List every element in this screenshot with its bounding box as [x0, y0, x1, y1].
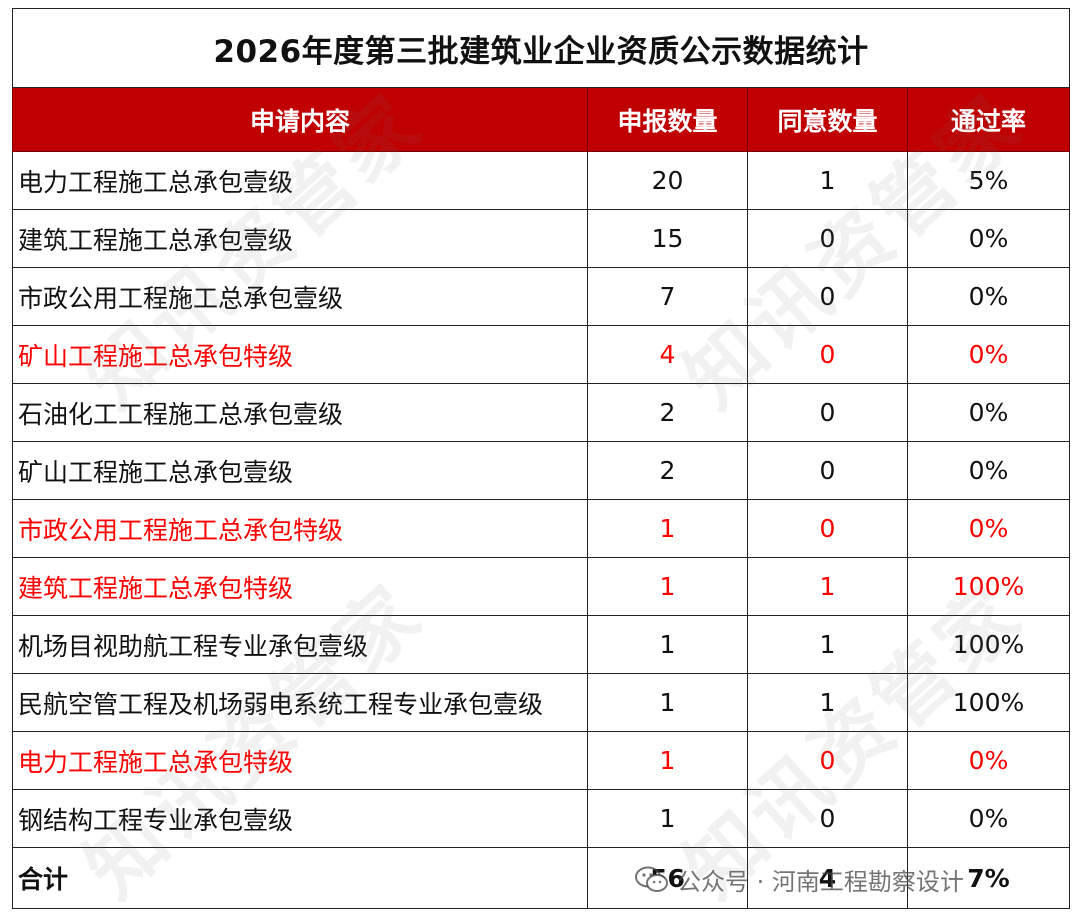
total-label: 合计: [12, 847, 588, 909]
row-name-cell: 石油化工工程施工总承包壹级: [12, 383, 588, 442]
header-application-content: 申请内容: [12, 87, 588, 152]
row-declared-cell: 15: [587, 209, 748, 268]
table-row: 机场目视助航工程专业承包壹级 1 1 100%: [12, 615, 1071, 674]
row-rate-cell: 0%: [906, 325, 1071, 384]
total-approved: 4: [747, 847, 908, 909]
row-rate-cell: 100%: [906, 557, 1071, 616]
row-approved-cell: 0: [747, 325, 908, 384]
table-title: 2026年度第三批建筑业企业资质公示数据统计: [11, 8, 1071, 88]
row-name-cell: 建筑工程施工总承包壹级: [12, 209, 588, 268]
row-declared-cell: 4: [587, 325, 748, 384]
table-row: 钢结构工程专业承包壹级 1 0 0%: [12, 789, 1071, 848]
row-declared-cell: 1: [587, 789, 748, 848]
row-rate-cell: 0%: [906, 731, 1071, 790]
total-row: 合计 56 4 7%: [12, 847, 1071, 909]
table-row: 建筑工程施工总承包壹级 15 0 0%: [12, 209, 1071, 268]
row-rate-cell: 100%: [906, 673, 1071, 732]
row-approved-cell: 0: [747, 789, 908, 848]
table-row: 民航空管工程及机场弱电系统工程专业承包壹级 1 1 100%: [12, 673, 1071, 732]
row-declared-cell: 7: [587, 267, 748, 326]
row-declared-cell: 20: [587, 151, 748, 210]
row-name-cell: 钢结构工程专业承包壹级: [12, 789, 588, 848]
header-pass-rate: 通过率: [906, 87, 1071, 152]
row-name-cell: 民航空管工程及机场弱电系统工程专业承包壹级: [12, 673, 588, 732]
row-declared-cell: 1: [587, 673, 748, 732]
row-declared-cell: 2: [587, 441, 748, 500]
row-declared-cell: 2: [587, 383, 748, 442]
row-rate-cell: 5%: [906, 151, 1071, 210]
table-row: 矿山工程施工总承包特级 4 0 0%: [12, 325, 1071, 384]
header-declared-count: 申报数量: [587, 87, 748, 152]
row-declared-cell: 1: [587, 731, 748, 790]
row-name-cell: 电力工程施工总承包特级: [12, 731, 588, 790]
row-name-cell: 市政公用工程施工总承包特级: [12, 499, 588, 558]
table-row: 电力工程施工总承包特级 1 0 0%: [12, 731, 1071, 790]
row-name-cell: 电力工程施工总承包壹级: [12, 151, 588, 210]
table-row: 矿山工程施工总承包壹级 2 0 0%: [12, 441, 1071, 500]
table-row: 电力工程施工总承包壹级 20 1 5%: [12, 151, 1071, 210]
row-approved-cell: 0: [747, 209, 908, 268]
row-rate-cell: 100%: [906, 615, 1071, 674]
header-row: 申请内容 申报数量 同意数量 通过率: [12, 87, 1071, 152]
row-name-cell: 矿山工程施工总承包特级: [12, 325, 588, 384]
table-row: 市政公用工程施工总承包特级 1 0 0%: [12, 499, 1071, 558]
row-approved-cell: 1: [747, 615, 908, 674]
row-declared-cell: 1: [587, 557, 748, 616]
row-name-cell: 市政公用工程施工总承包壹级: [12, 267, 588, 326]
statistics-sheet: 2026年度第三批建筑业企业资质公示数据统计 申请内容 申报数量 同意数量 通过…: [11, 8, 1071, 909]
header-approved-count: 同意数量: [747, 87, 908, 152]
table-row: 石油化工工程施工总承包壹级 2 0 0%: [12, 383, 1071, 442]
row-rate-cell: 0%: [906, 209, 1071, 268]
row-rate-cell: 0%: [906, 499, 1071, 558]
row-declared-cell: 1: [587, 615, 748, 674]
row-name-cell: 矿山工程施工总承包壹级: [12, 441, 588, 500]
qualification-table: 2026年度第三批建筑业企业资质公示数据统计 申请内容 申报数量 同意数量 通过…: [11, 8, 1071, 909]
row-approved-cell: 1: [747, 673, 908, 732]
row-approved-cell: 1: [747, 151, 908, 210]
row-approved-cell: 0: [747, 731, 908, 790]
table-body: 电力工程施工总承包壹级 20 1 5% 建筑工程施工总承包壹级 15 0 0% 市政公用工程施工…: [12, 151, 1071, 909]
title-row: 2026年度第三批建筑业企业资质公示数据统计: [11, 8, 1071, 88]
row-approved-cell: 1: [747, 557, 908, 616]
row-name-cell: 建筑工程施工总承包特级: [12, 557, 588, 616]
row-rate-cell: 0%: [906, 383, 1071, 442]
row-approved-cell: 0: [747, 383, 908, 442]
table-row: 建筑工程施工总承包特级 1 1 100%: [12, 557, 1071, 616]
row-declared-cell: 1: [587, 499, 748, 558]
table-row: 市政公用工程施工总承包壹级 7 0 0%: [12, 267, 1071, 326]
total-declared: 56: [587, 847, 748, 909]
row-approved-cell: 0: [747, 441, 908, 500]
row-rate-cell: 0%: [906, 267, 1071, 326]
row-approved-cell: 0: [747, 267, 908, 326]
row-rate-cell: 0%: [906, 441, 1071, 500]
row-approved-cell: 0: [747, 499, 908, 558]
row-name-cell: 机场目视助航工程专业承包壹级: [12, 615, 588, 674]
row-rate-cell: 0%: [906, 789, 1071, 848]
total-rate: 7%: [906, 847, 1071, 909]
